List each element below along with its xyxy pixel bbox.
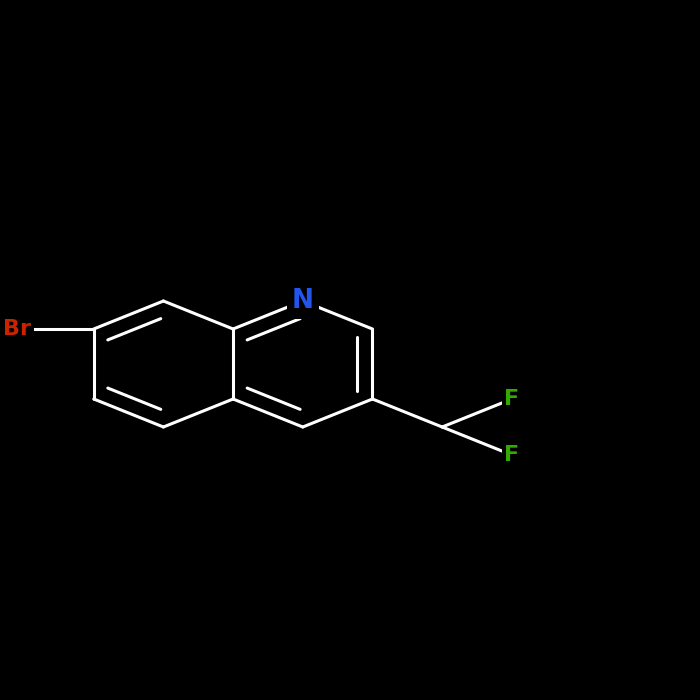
Text: Br: Br [3,319,31,339]
Text: F: F [504,445,519,465]
Text: F: F [504,389,519,409]
Text: N: N [292,288,314,314]
